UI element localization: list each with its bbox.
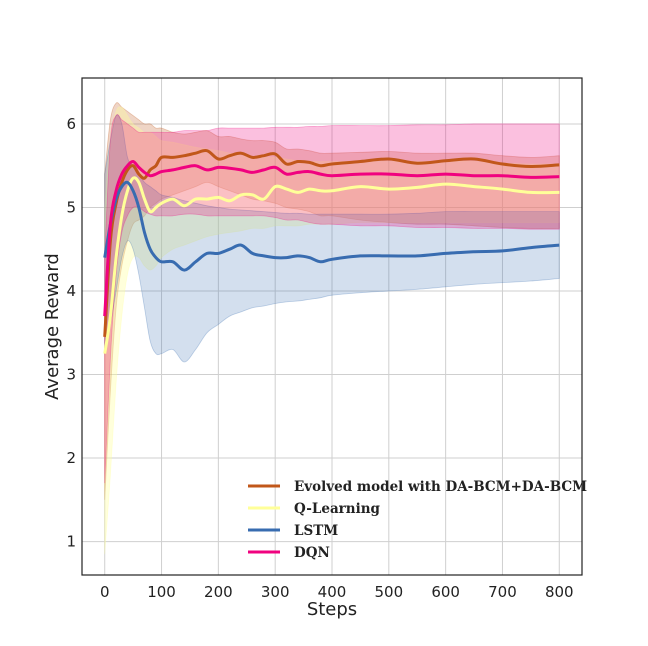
confidence-band-evolved-model-with-da-bcm-da-bcm	[104, 102, 560, 500]
legend-label: Evolved model with DA-BCM+DA-BCM	[294, 479, 587, 495]
x-tick-label: 300	[261, 583, 290, 601]
series-line-dqn	[103, 160, 560, 317]
x-axis-label: Steps	[307, 599, 357, 620]
x-tick-label: 800	[545, 583, 574, 601]
axis-ticks: 0 100 200 300 400 500 600 700 800 1 2 3 4 5 6	[66, 115, 573, 601]
grid	[82, 78, 582, 575]
series-line-evolved-model-with-da-bcm-da-bcm	[103, 148, 560, 337]
x-tick-label: 100	[147, 583, 176, 601]
confidence-bands	[104, 102, 560, 555]
series-lines	[103, 148, 560, 354]
x-tick-label: 700	[488, 583, 517, 601]
y-tick-label: 5	[66, 198, 76, 216]
y-tick-label: 1	[66, 533, 76, 551]
y-tick-label: 2	[66, 449, 76, 467]
y-axis-label: Average Reward	[42, 253, 63, 400]
confidence-band-q-learning	[104, 106, 560, 555]
confidence-band-lstm	[104, 114, 560, 363]
x-tick-label: 0	[100, 583, 110, 601]
y-tick-label: 3	[66, 366, 76, 384]
x-tick-label: 600	[431, 583, 460, 601]
series-line-lstm	[103, 180, 560, 272]
y-tick-label: 4	[66, 282, 76, 300]
legend-label: DQN	[294, 545, 330, 561]
x-tick-label: 400	[318, 583, 347, 601]
x-tick-label: 200	[204, 583, 233, 601]
x-tick-label: 500	[374, 583, 403, 601]
plot-frame	[81, 77, 583, 576]
y-tick-label: 6	[66, 115, 76, 133]
legend-label: LSTM	[294, 523, 338, 539]
legend: Evolved model with DA-BCM+DA-BCM Q-Learni…	[248, 479, 587, 561]
legend-label: Q-Learning	[294, 501, 381, 517]
confidence-band-dqn	[104, 114, 560, 484]
series-line-q-learning	[103, 176, 560, 354]
